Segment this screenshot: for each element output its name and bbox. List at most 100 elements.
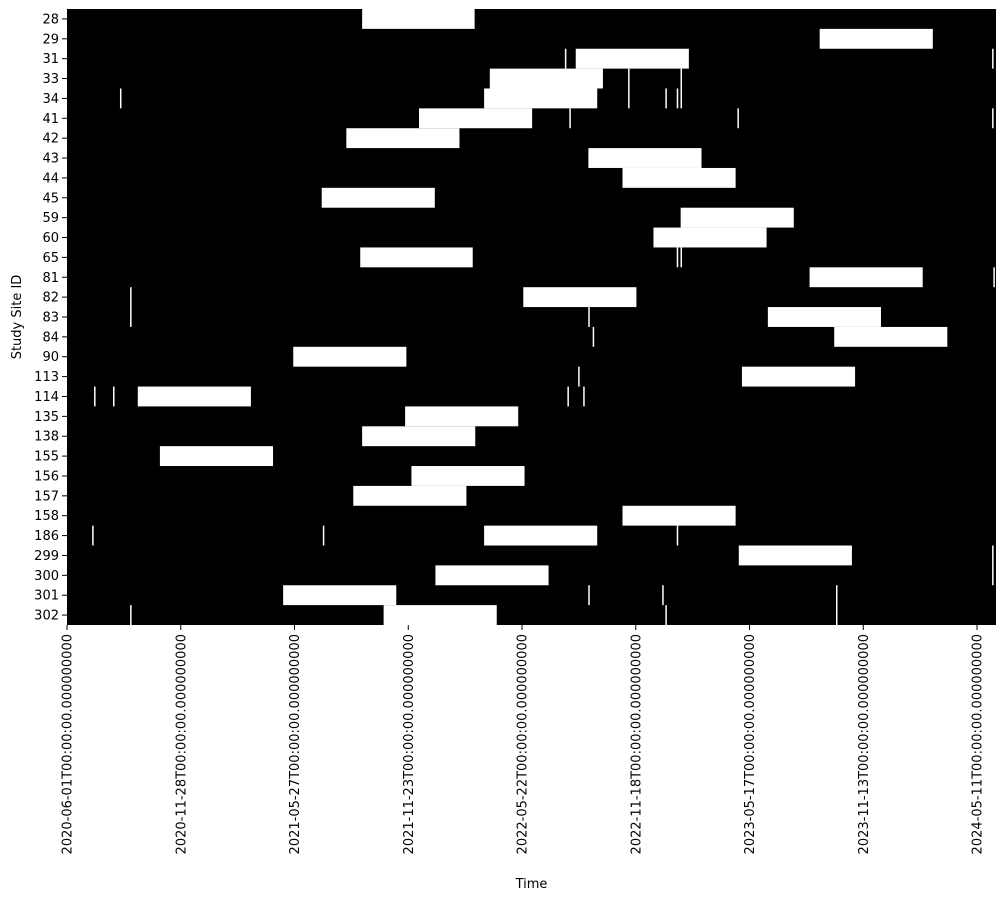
active-period-bar-302: [383, 605, 497, 625]
short-event-mark-301: [835, 585, 838, 606]
y-tick-label: 45: [42, 191, 59, 206]
short-event-mark-299: [992, 545, 994, 566]
x-tick-label: 2021-05-27T00:00:00.000000000: [288, 634, 303, 854]
y-tick-label: 158: [34, 509, 59, 524]
short-event-mark-34: [628, 88, 630, 109]
y-tick-label: 59: [42, 211, 59, 226]
active-period-bar-158: [622, 505, 736, 526]
active-period-bar-83: [767, 307, 881, 327]
short-event-mark-41: [737, 108, 739, 129]
active-period-bar-59: [680, 207, 794, 228]
short-event-mark-34: [665, 88, 667, 109]
y-tick-label: 33: [42, 72, 59, 87]
y-tick-label: 155: [34, 450, 59, 465]
short-event-mark-302: [835, 605, 838, 625]
active-periods-layer: [137, 9, 948, 625]
active-period-bar-65: [360, 247, 473, 268]
active-period-bar-34: [484, 88, 598, 109]
active-period-bar-301: [283, 585, 397, 606]
active-period-bar-90: [293, 346, 407, 367]
x-tick-label: 2022-11-18T00:00:00.000000000: [629, 634, 644, 854]
y-tick-label: 84: [42, 330, 59, 345]
short-event-mark-113: [578, 366, 580, 387]
active-period-bar-43: [588, 148, 702, 168]
y-tick-label: 81: [42, 271, 59, 286]
short-event-mark-300: [992, 565, 994, 586]
short-event-mark-114: [113, 386, 115, 407]
x-axis-label: Time: [515, 877, 548, 892]
short-event-mark-84: [592, 326, 595, 347]
active-period-bar-81: [809, 267, 923, 288]
y-tick-label: 138: [34, 430, 59, 445]
x-tick-label: 2023-11-13T00:00:00.000000000: [857, 634, 872, 854]
short-event-mark-114: [94, 386, 96, 407]
short-event-mark-186: [322, 525, 325, 546]
short-event-mark-34: [119, 88, 122, 109]
short-event-mark-83: [130, 307, 132, 327]
x-tick-label: 2022-05-22T00:00:00.000000000: [516, 634, 531, 854]
active-period-bar-84: [834, 326, 948, 347]
active-period-bar-28: [362, 9, 475, 29]
y-tick-label: 44: [42, 171, 59, 186]
x-axis: 2020-06-01T00:00:00.000000000 2020-11-28T…: [61, 625, 986, 854]
short-event-mark-301: [662, 585, 664, 606]
active-period-bar-156: [411, 466, 525, 486]
active-period-bar-44: [622, 167, 736, 188]
y-tick-label: 156: [34, 469, 59, 484]
y-tick-label: 299: [34, 549, 59, 564]
active-period-bar-113: [741, 366, 856, 387]
active-period-bar-135: [405, 406, 519, 427]
short-event-mark-34: [680, 88, 683, 109]
y-tick-label: 157: [34, 489, 59, 504]
y-tick-label: 83: [42, 311, 59, 326]
short-event-mark-33: [628, 68, 630, 89]
short-event-mark-302: [665, 605, 667, 625]
y-tick-label: 301: [34, 589, 59, 604]
short-events-layer: [92, 48, 995, 625]
short-event-mark-65: [680, 247, 683, 268]
active-period-bar-300: [435, 565, 549, 586]
y-tick-label: 43: [42, 152, 59, 167]
active-period-bar-31: [575, 48, 689, 69]
y-tick-label: 34: [42, 92, 59, 107]
x-tick-label: 2020-06-01T00:00:00.000000000: [61, 634, 76, 854]
short-event-mark-31: [564, 48, 567, 69]
x-tick-label: 2021-11-23T00:00:00.000000000: [402, 634, 417, 854]
active-period-bar-186: [484, 525, 598, 546]
y-tick-label: 114: [34, 390, 59, 405]
short-event-mark-114: [567, 386, 569, 407]
short-event-mark-33: [680, 68, 683, 89]
short-event-mark-186: [676, 525, 679, 546]
short-event-mark-302: [130, 605, 132, 625]
active-period-bar-82: [523, 287, 637, 308]
y-tick-label: 300: [34, 569, 59, 584]
y-tick-label: 113: [34, 370, 59, 385]
active-period-bar-299: [738, 545, 852, 566]
short-event-mark-83: [588, 307, 590, 327]
short-event-mark-31: [992, 48, 994, 69]
active-period-bar-29: [819, 28, 933, 49]
active-period-bar-155: [159, 446, 274, 467]
active-period-bar-33: [489, 68, 603, 89]
y-tick-label: 135: [34, 410, 59, 425]
short-event-mark-186: [92, 525, 94, 546]
active-period-bar-41: [419, 108, 533, 129]
y-tick-label: 28: [42, 12, 59, 27]
y-tick-label: 31: [42, 52, 59, 67]
y-tick-label: 82: [42, 291, 59, 306]
short-event-mark-301: [588, 585, 590, 606]
short-event-mark-41: [992, 108, 994, 129]
y-tick-label: 90: [42, 350, 59, 365]
x-tick-label: 2023-05-17T00:00:00.000000000: [743, 634, 758, 854]
active-period-bar-138: [362, 426, 476, 447]
active-period-bar-42: [346, 128, 460, 149]
short-event-mark-41: [569, 108, 571, 129]
active-period-bar-60: [653, 227, 767, 248]
y-tick-label: 186: [34, 529, 59, 544]
active-period-bar-45: [321, 187, 435, 208]
short-event-mark-34: [676, 88, 679, 109]
y-tick-label: 29: [42, 32, 59, 47]
x-tick-label: 2020-11-28T00:00:00.000000000: [174, 634, 189, 854]
short-event-mark-65: [676, 247, 679, 268]
